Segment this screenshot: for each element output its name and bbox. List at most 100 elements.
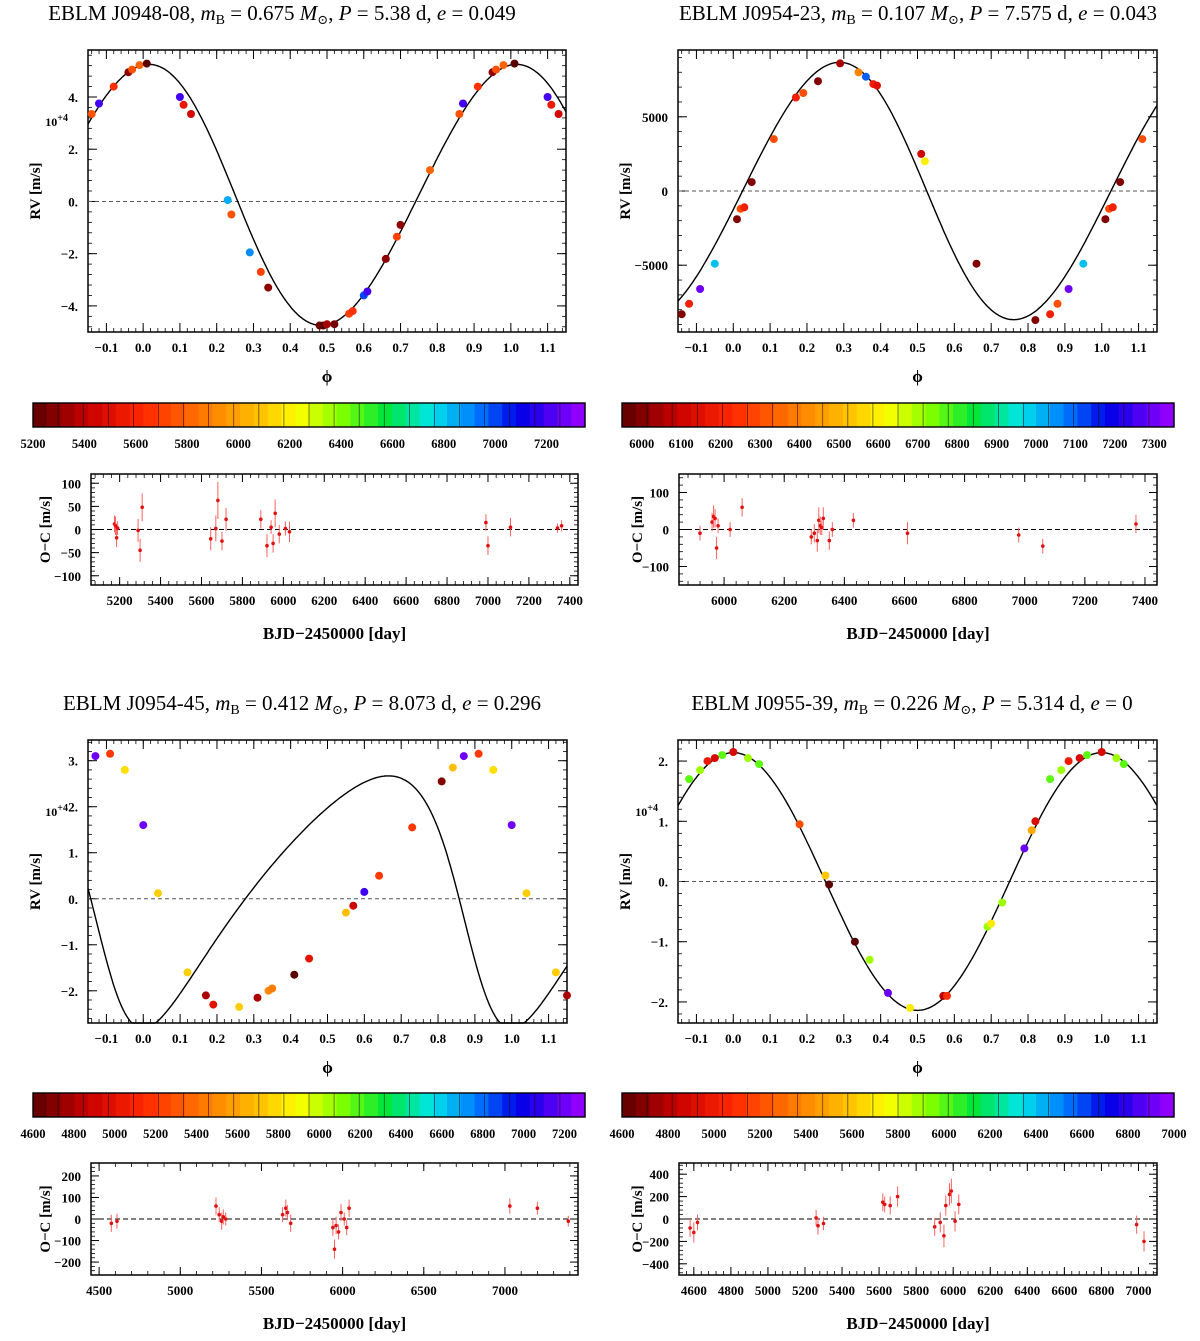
- x-tick-label: 0.0: [725, 1031, 741, 1046]
- oc-x-tick-label: 4800: [718, 1283, 744, 1298]
- colorbar-tick-label: 6200: [277, 437, 302, 451]
- x-tick-label: 0.8: [1020, 340, 1037, 355]
- rv-point: [836, 59, 845, 68]
- rv-point: [850, 937, 859, 946]
- rv-point: [943, 991, 951, 1000]
- colorbar-cell: [364, 1093, 379, 1117]
- oc-point: [1142, 1239, 1146, 1244]
- colorbar-cell: [405, 403, 420, 427]
- colorbar-cell: [557, 1093, 572, 1117]
- oc-point: [820, 525, 824, 530]
- colorbar-cell: [322, 1093, 338, 1117]
- y-tick-label: −4.: [61, 299, 78, 314]
- oc-point: [938, 1220, 942, 1225]
- rv-point: [499, 61, 508, 70]
- oc-point: [508, 525, 513, 529]
- colorbar-cell: [1049, 403, 1065, 427]
- oc-x-tick-label: 5600: [188, 593, 214, 608]
- oc-point: [821, 1221, 826, 1226]
- colorbar-cell: [856, 1093, 871, 1117]
- colorbar-cell: [1132, 1093, 1147, 1117]
- x-tick-label: 0.9: [1057, 1031, 1074, 1046]
- oc-frame: [678, 473, 1158, 586]
- colorbar-cell: [281, 1093, 296, 1117]
- rv-point: [718, 751, 727, 760]
- colorbar-cell: [980, 403, 996, 427]
- x-tick-label: 0.4: [283, 1031, 300, 1046]
- oc-y-tick-label: −400: [642, 1257, 669, 1272]
- model-curve: [677, 61, 1158, 321]
- rv-point: [474, 749, 483, 758]
- colorbar-cell: [870, 1093, 885, 1117]
- oc-y-axis-label: O−C [m/s]: [38, 496, 54, 563]
- colorbar-cell: [1036, 403, 1051, 427]
- colorbar-cell: [732, 403, 747, 427]
- y-exponent-label: 10+4: [45, 803, 68, 819]
- x-tick-label: 0.8: [1020, 1031, 1037, 1046]
- oc-y-tick-label: −100: [54, 1234, 81, 1249]
- rv-point: [543, 93, 552, 101]
- colorbar-cell: [212, 403, 227, 427]
- y-tick-label: 0: [662, 184, 669, 199]
- colorbar-tick-label: 6900: [984, 437, 1009, 451]
- colorbar-tick-label: 6600: [429, 1127, 454, 1141]
- rv-point: [854, 68, 863, 77]
- chart-title: EBLM J0955-39, mB = 0.226 M⊙, P = 5.314 …: [691, 691, 1132, 718]
- rv-point: [175, 93, 184, 101]
- colorbar-cell: [529, 403, 545, 427]
- oc-x-axis-label: BJD−2450000 [day]: [263, 1314, 406, 1333]
- rv-point: [740, 203, 749, 212]
- x-tick-label: 1.1: [1130, 340, 1146, 355]
- colorbar-cell: [1146, 403, 1161, 427]
- x-tick-label: 0.5: [909, 340, 926, 355]
- colorbar-tick-label: 4600: [21, 1127, 46, 1141]
- oc-point: [535, 1206, 540, 1210]
- oc-x-tick-label: 6000: [270, 593, 296, 608]
- colorbar-cell: [911, 403, 927, 427]
- colorbar-cell: [102, 403, 117, 427]
- x-tick-label: 0.3: [836, 340, 853, 355]
- colorbar-cell: [447, 1093, 462, 1117]
- oc-point: [109, 1221, 114, 1226]
- x-tick-label: −0.1: [685, 340, 709, 355]
- oc-plot: 6000 6200 6400 6600 6800 7000 7200 7400 −100 0 100…: [630, 473, 1158, 643]
- oc-point: [688, 1226, 692, 1230]
- colorbar-cell: [925, 403, 940, 427]
- chart-title: EBLM J0948-08, mB = 0.675 M⊙, P = 5.38 d…: [48, 1, 516, 28]
- colorbar-cell: [391, 403, 407, 427]
- colorbar-tick-label: 5400: [184, 1127, 209, 1141]
- x-tick-label: 1.0: [1094, 1031, 1110, 1046]
- x-tick-label: −0.1: [95, 340, 119, 355]
- colorbar-tick-label: 5600: [840, 1127, 865, 1141]
- rv-point: [135, 61, 144, 70]
- y-tick-label: −1.: [61, 938, 78, 953]
- oc-x-tick-label: 7400: [557, 593, 583, 608]
- rv-point: [183, 968, 192, 977]
- colorbar: 6000 6100 6200 6300 6400 6500 6600 6700 6800 6900…: [621, 402, 1175, 451]
- colorbar-tick-label: 6200: [978, 1127, 1003, 1141]
- colorbar-cell: [46, 1093, 62, 1117]
- oc-x-tick-label: 6200: [311, 593, 337, 608]
- x-tick-label: 0.3: [836, 1031, 853, 1046]
- colorbar-cell: [787, 1093, 802, 1117]
- rv-plot: −0.1 0.0 0.1 0.2 0.3 0.4 0.5 0.6 0.7 0.8 0.9 1.0 1.1…: [28, 49, 567, 386]
- x-tick-label: 1.0: [1094, 340, 1110, 355]
- colorbar-tick-label: 6000: [629, 437, 654, 451]
- colorbar-cell: [1036, 1093, 1051, 1117]
- rv-point: [1031, 316, 1040, 325]
- oc-point: [331, 1225, 335, 1230]
- colorbar-cell: [691, 1093, 706, 1117]
- oc-x-tick-label: 5800: [903, 1283, 929, 1298]
- colorbar-cell: [74, 403, 89, 427]
- colorbar-cell: [378, 403, 393, 427]
- rv-point: [696, 766, 705, 775]
- oc-point: [812, 531, 817, 535]
- oc-point: [115, 1219, 119, 1223]
- y-tick-label: 0.: [68, 892, 78, 907]
- colorbar-tick-label: 6000: [307, 1127, 332, 1141]
- y-tick-label: 1.: [658, 814, 668, 829]
- colorbar-cell: [309, 1093, 324, 1117]
- oc-point: [283, 526, 288, 531]
- colorbar-cell: [980, 1093, 996, 1117]
- colorbar-cell: [939, 403, 954, 427]
